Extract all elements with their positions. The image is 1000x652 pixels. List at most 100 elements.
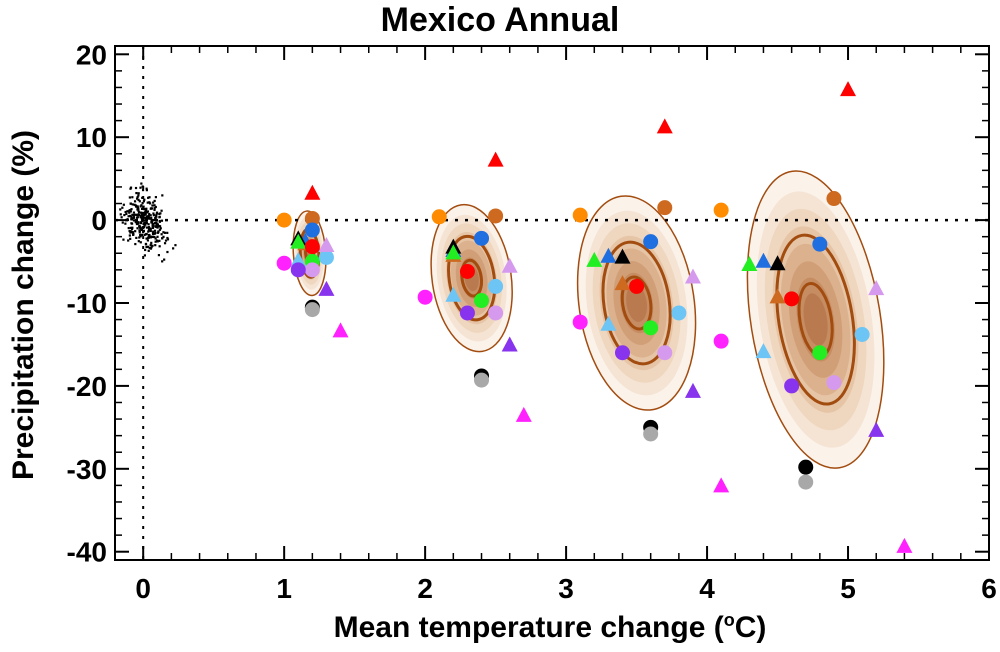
- distribution-contour: [460, 258, 484, 298]
- control-point: [130, 222, 133, 225]
- control-point: [133, 203, 136, 206]
- control-point: [139, 235, 142, 238]
- control-point: [136, 208, 139, 211]
- data-point-circle: [784, 291, 800, 307]
- data-point-triangle: [840, 81, 857, 97]
- control-point: [150, 218, 153, 222]
- control-point: [166, 238, 170, 241]
- control-point: [141, 196, 144, 199]
- control-point: [148, 235, 151, 239]
- control-point: [140, 204, 143, 207]
- control-point: [159, 227, 162, 230]
- control-point: [129, 226, 132, 229]
- control-point: [139, 234, 142, 237]
- control-point: [155, 239, 159, 242]
- data-point-triangle: [755, 252, 772, 268]
- control-point: [147, 249, 150, 252]
- control-point: [130, 230, 133, 233]
- control-point: [157, 230, 160, 233]
- data-point-circle: [304, 302, 320, 318]
- data-point-triangle: [586, 251, 603, 267]
- control-point: [147, 196, 150, 199]
- control-point: [136, 216, 139, 219]
- control-point: [134, 186, 138, 190]
- control-point: [158, 216, 161, 219]
- control-point: [150, 221, 153, 224]
- distribution-contour: [576, 195, 697, 411]
- control-point: [147, 229, 150, 232]
- control-point: [152, 201, 155, 204]
- control-point: [160, 219, 164, 222]
- control-point: [145, 187, 148, 190]
- control-point: [151, 235, 154, 239]
- control-point: [137, 221, 140, 224]
- data-point-triangle: [614, 248, 631, 264]
- data-point-triangle: [318, 280, 335, 296]
- control-point: [135, 205, 138, 208]
- series-green-circle: [304, 254, 828, 361]
- control-point: [134, 220, 138, 224]
- control-point: [143, 208, 147, 211]
- control-point: [138, 200, 141, 203]
- data-point-triangle: [755, 343, 772, 359]
- control-point: [135, 213, 139, 217]
- control-point: [127, 226, 130, 230]
- data-point-circle: [643, 426, 659, 442]
- data-point-triangle: [290, 251, 307, 267]
- control-point: [143, 225, 146, 228]
- distribution-contour: [601, 240, 672, 366]
- series-blue-triangle: [297, 232, 772, 268]
- control-point: [145, 207, 148, 210]
- control-point: [174, 244, 177, 247]
- control-point: [154, 196, 158, 199]
- data-point-circle: [614, 345, 630, 361]
- control-point: [134, 213, 137, 216]
- data-point-circle: [304, 239, 320, 255]
- control-point: [139, 241, 142, 244]
- data-point-triangle: [487, 151, 504, 167]
- control-point: [155, 225, 158, 229]
- control-point: [150, 246, 153, 249]
- data-point-triangle: [600, 315, 617, 331]
- control-point: [142, 230, 145, 234]
- control-point: [136, 227, 139, 230]
- data-point-circle: [784, 378, 800, 394]
- y-tick-label: -40: [67, 537, 107, 568]
- control-point: [121, 206, 124, 209]
- control-point: [126, 210, 129, 213]
- control-point: [143, 213, 146, 217]
- distribution-contour: [620, 275, 653, 331]
- series-brown-circle: [304, 191, 842, 226]
- control-point: [134, 230, 137, 233]
- distribution-contour: [746, 170, 885, 469]
- control-point: [163, 231, 167, 234]
- data-point-circle: [304, 222, 320, 238]
- series-lightblue-circle: [318, 249, 870, 343]
- control-point: [141, 202, 144, 205]
- control-point: [142, 206, 145, 209]
- control-point: [122, 238, 125, 241]
- control-point: [148, 234, 151, 237]
- control-point: [146, 201, 149, 204]
- control-point: [149, 229, 152, 233]
- control-point: [145, 221, 148, 225]
- control-point: [137, 198, 140, 202]
- data-point-circle: [798, 474, 814, 490]
- control-point: [143, 254, 146, 257]
- data-point-circle: [304, 262, 320, 278]
- y-tick-label: -10: [67, 288, 107, 319]
- data-point-triangle: [741, 256, 758, 272]
- series-red-triangle: [304, 81, 857, 200]
- control-point: [143, 198, 146, 201]
- control-point: [129, 214, 132, 218]
- control-point: [119, 213, 122, 216]
- x-tick-label: 2: [417, 573, 433, 604]
- control-point: [164, 239, 168, 242]
- control-point: [141, 188, 145, 192]
- control-point: [154, 240, 157, 243]
- control-point: [149, 227, 152, 231]
- y-tick-label: -30: [67, 454, 107, 485]
- data-point-triangle: [713, 477, 730, 493]
- distribution-layer: [292, 170, 885, 469]
- control-point: [145, 189, 148, 192]
